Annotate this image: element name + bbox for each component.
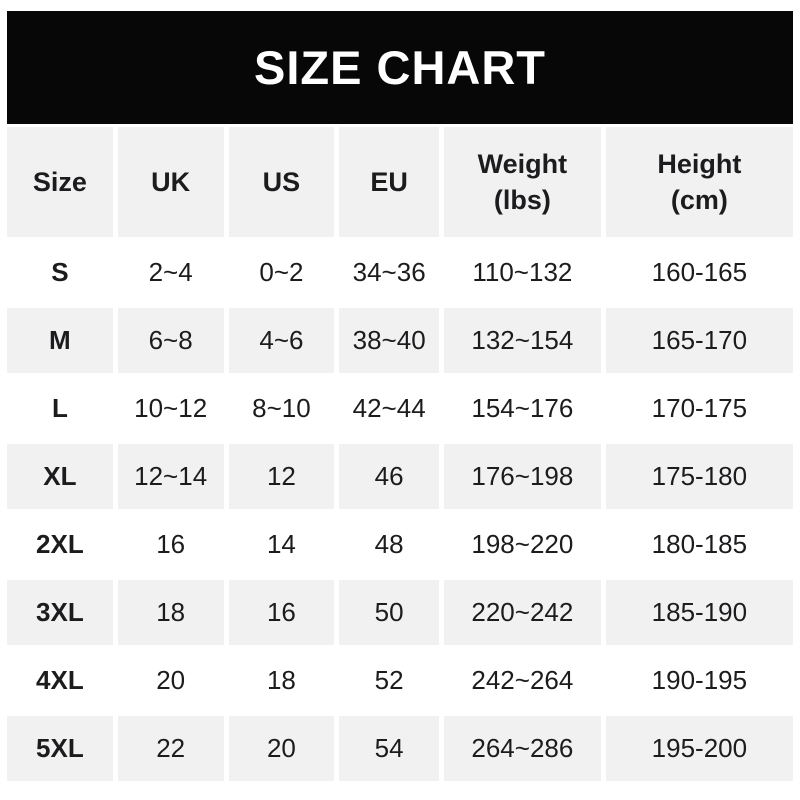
cell-height: 175-180 (605, 444, 793, 509)
cell-us: 12 (228, 444, 335, 509)
cell-eu: 52 (339, 648, 439, 713)
cell-us: 4~6 (228, 308, 335, 373)
column-header-height: Height (cm) (605, 127, 793, 237)
cell-weight: 154~176 (443, 376, 601, 441)
cell-eu: 34~36 (339, 240, 439, 305)
cell-height: 165-170 (605, 308, 793, 373)
cell-size: 4XL (7, 648, 113, 713)
cell-size: 5XL (7, 716, 113, 781)
page-title: SIZE CHART (254, 41, 546, 94)
table-row-l: L 10~12 8~10 42~44 154~176 170-175 (7, 376, 793, 441)
cell-height: 180-185 (605, 512, 793, 577)
column-header-us: US (228, 127, 335, 237)
cell-eu: 50 (339, 580, 439, 645)
cell-weight: 110~132 (443, 240, 601, 305)
cell-us: 16 (228, 580, 335, 645)
cell-uk: 20 (117, 648, 224, 713)
cell-eu: 38~40 (339, 308, 439, 373)
cell-weight: 198~220 (443, 512, 601, 577)
table-row-xl: XL 12~14 12 46 176~198 175-180 (7, 444, 793, 509)
cell-weight: 176~198 (443, 444, 601, 509)
cell-height: 185-190 (605, 580, 793, 645)
cell-uk: 2~4 (117, 240, 224, 305)
cell-uk: 16 (117, 512, 224, 577)
cell-weight: 264~286 (443, 716, 601, 781)
table-row-3xl: 3XL 18 16 50 220~242 185-190 (7, 580, 793, 645)
cell-eu: 46 (339, 444, 439, 509)
cell-uk: 10~12 (117, 376, 224, 441)
table-row-5xl: 5XL 22 20 54 264~286 195-200 (7, 716, 793, 781)
table-row-s: S 2~4 0~2 34~36 110~132 160-165 (7, 240, 793, 305)
cell-us: 14 (228, 512, 335, 577)
cell-size: S (7, 240, 113, 305)
cell-size: XL (7, 444, 113, 509)
cell-weight: 220~242 (443, 580, 601, 645)
cell-height: 160-165 (605, 240, 793, 305)
cell-size: M (7, 308, 113, 373)
cell-uk: 6~8 (117, 308, 224, 373)
cell-weight: 132~154 (443, 308, 601, 373)
cell-us: 0~2 (228, 240, 335, 305)
table-row-2xl: 2XL 16 14 48 198~220 180-185 (7, 512, 793, 577)
cell-uk: 18 (117, 580, 224, 645)
cell-size: 3XL (7, 580, 113, 645)
cell-eu: 42~44 (339, 376, 439, 441)
cell-weight: 242~264 (443, 648, 601, 713)
cell-eu: 48 (339, 512, 439, 577)
cell-height: 195-200 (605, 716, 793, 781)
cell-height: 190-195 (605, 648, 793, 713)
cell-us: 20 (228, 716, 335, 781)
cell-uk: 12~14 (117, 444, 224, 509)
size-chart-table: Size UK US EU Weight (lbs) Height (cm) S 2~4 0~… (2, 124, 798, 784)
column-header-weight: Weight (lbs) (443, 127, 601, 237)
cell-size: L (7, 376, 113, 441)
cell-eu: 54 (339, 716, 439, 781)
column-header-uk: UK (117, 127, 224, 237)
cell-height: 170-175 (605, 376, 793, 441)
cell-uk: 22 (117, 716, 224, 781)
cell-us: 18 (228, 648, 335, 713)
size-chart-banner: SIZE CHART (7, 11, 793, 124)
table-row-4xl: 4XL 20 18 52 242~264 190-195 (7, 648, 793, 713)
table-row-m: M 6~8 4~6 38~40 132~154 165-170 (7, 308, 793, 373)
cell-size: 2XL (7, 512, 113, 577)
column-header-size: Size (7, 127, 113, 237)
table-header-row: Size UK US EU Weight (lbs) Height (cm) (7, 127, 793, 237)
cell-us: 8~10 (228, 376, 335, 441)
column-header-eu: EU (339, 127, 439, 237)
